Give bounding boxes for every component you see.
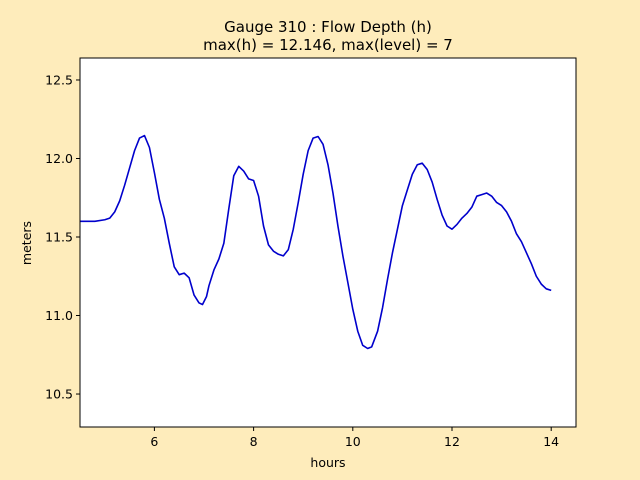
y-tick-label: 12.5 — [45, 72, 73, 87]
flow-depth-line — [80, 134, 552, 350]
y-axis-label: meters — [19, 221, 34, 265]
y-tick-label: 12.0 — [45, 151, 73, 166]
axis-ticks: 6 8 10 12 14 10.5 11.0 11.5 12.0 12.5 — [45, 72, 559, 449]
plot-area — [80, 58, 576, 427]
chart-subtitle: max(h) = 12.146, max(level) = 7 — [203, 36, 453, 54]
x-tick-label: 14 — [543, 434, 559, 449]
x-tick-label: 10 — [345, 434, 361, 449]
y-tick-label: 11.0 — [45, 308, 73, 323]
x-tick-label: 8 — [250, 434, 258, 449]
y-tick-label: 11.5 — [45, 230, 73, 245]
x-tick-label: 6 — [150, 434, 158, 449]
chart-title: Gauge 310 : Flow Depth (h) — [224, 18, 432, 36]
x-tick-label: 12 — [444, 434, 460, 449]
plot-frame — [79, 57, 577, 428]
x-axis-label: hours — [310, 455, 345, 470]
y-tick-label: 10.5 — [45, 387, 73, 402]
